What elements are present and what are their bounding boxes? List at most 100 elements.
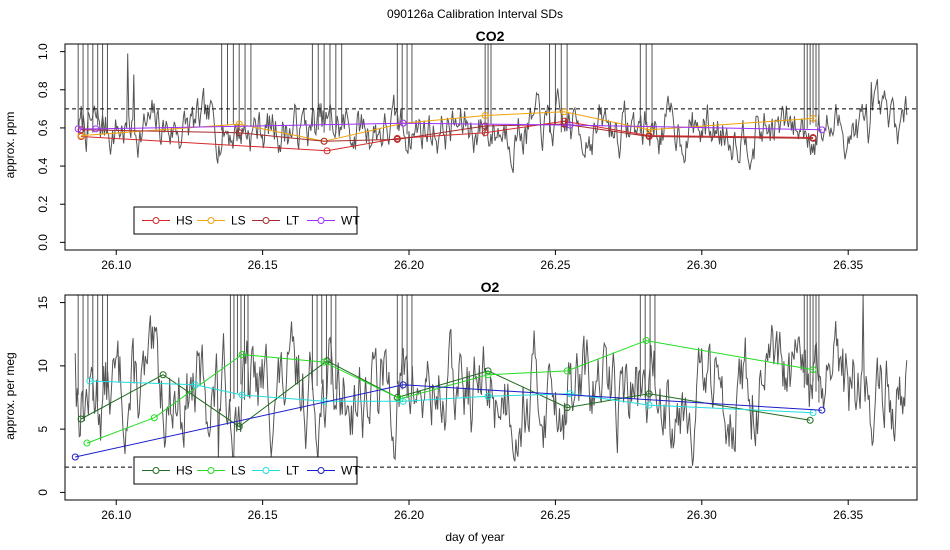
co2-y-tick-label: 0.2	[36, 196, 50, 213]
co2-x-tick-label: 26.35	[833, 258, 863, 272]
co2-legend-wt-label: WT	[341, 214, 360, 228]
o2-ls-point	[83, 439, 91, 447]
o2-plot-area	[65, 295, 917, 468]
co2-wt-point	[92, 125, 100, 133]
o2-measurement-trace	[74, 295, 908, 466]
o2-ls-point	[150, 414, 158, 422]
co2-ls-point	[235, 120, 243, 128]
co2-wt-point	[399, 119, 407, 127]
o2-ls-point	[238, 350, 246, 358]
co2-hs-point	[323, 147, 331, 155]
co2-y-tick-label: 1.0	[36, 43, 50, 60]
co2-lt-point	[809, 134, 817, 142]
co2-lt-point	[645, 133, 653, 141]
o2-panel: O2 approx. per meg 26.10 26.15 26.20 26.25 2…	[3, 279, 918, 522]
o2-lt-point	[238, 391, 246, 399]
o2-hs-point	[235, 423, 243, 431]
co2-wt-point	[818, 126, 826, 134]
co2-wt-point	[74, 125, 82, 133]
o2-y-tick-label: 5	[36, 425, 50, 432]
o2-hs-point	[159, 371, 167, 379]
co2-x-tick-label: 26.20	[394, 258, 424, 272]
co2-legend-wt-marker	[317, 217, 325, 224]
o2-legend-hs-label: HS	[176, 464, 193, 478]
o2-ls-point	[642, 337, 650, 345]
o2-x-tick-label: 26.20	[394, 508, 424, 522]
o2-lt-point	[566, 390, 574, 398]
o2-wt-series-line	[75, 384, 822, 458]
o2-x-tick-label: 26.10	[101, 508, 131, 522]
o2-lt-point	[645, 401, 653, 409]
o2-y-tick-label: 0	[36, 489, 50, 496]
co2-panel-title: CO2	[476, 28, 505, 44]
co2-y-tick-label: 0.6	[36, 119, 50, 136]
co2-ls-point	[560, 108, 568, 116]
o2-ls-point	[809, 366, 817, 374]
o2-hs-point	[645, 390, 653, 398]
o2-panel-title: O2	[481, 279, 500, 295]
o2-legend-wt-marker	[317, 467, 325, 474]
co2-x-tick-label: 26.25	[540, 258, 570, 272]
o2-ls-point	[563, 367, 571, 375]
o2-wt-point	[818, 406, 826, 414]
o2-ls-point	[320, 358, 328, 366]
o2-legend-lt-marker	[262, 467, 270, 474]
o2-lt-point	[86, 377, 94, 385]
o2-legend-ls-label: LS	[231, 464, 246, 478]
o2-legend-lt-label: LT	[286, 464, 300, 478]
o2-legend-ls-marker	[207, 467, 215, 474]
co2-lt-point	[393, 135, 401, 143]
co2-legend-hs-marker	[152, 217, 160, 224]
co2-wt-series-line	[78, 122, 822, 131]
co2-x-tick-label: 26.15	[248, 258, 278, 272]
o2-ls-series-line	[86, 340, 814, 444]
o2-hs-point	[563, 404, 571, 412]
co2-lt-point	[320, 137, 328, 145]
co2-hs-series-line	[81, 120, 814, 152]
o2-x-tick-label: 26.15	[248, 508, 278, 522]
co2-lt-point	[77, 126, 85, 134]
co2-plot-frame	[64, 43, 918, 251]
co2-panel: CO2 approx. ppm 26.10 26.15 26.20 26.25 26.3…	[3, 28, 918, 272]
o2-y-tick-label: 10	[36, 359, 50, 373]
co2-legend-ls-label: LS	[231, 214, 246, 228]
o2-lt-point	[191, 381, 199, 389]
figure-title: 090126a Calibration Interval SDs	[387, 7, 563, 21]
co2-y-axis-label: approx. ppm	[3, 112, 17, 179]
co2-wt-point	[566, 121, 574, 129]
co2-plot-area	[65, 44, 917, 174]
co2-hs-point	[481, 129, 489, 137]
o2-lt-point	[484, 392, 492, 400]
o2-wt-point	[71, 453, 79, 461]
o2-ls-point	[484, 371, 492, 379]
co2-legend-hs-label: HS	[176, 214, 193, 228]
o2-x-tick-label: 26.35	[833, 508, 863, 522]
co2-legend-ls-marker	[207, 217, 215, 224]
co2-y-tick-label: 0.0	[36, 234, 50, 251]
o2-plot-frame	[64, 294, 918, 501]
co2-y-tick-label: 0.8	[36, 81, 50, 98]
o2-hs-point	[484, 367, 492, 375]
o2-x-tick-label: 26.25	[540, 508, 570, 522]
o2-y-axis-label: approx. per meg	[3, 352, 17, 439]
co2-measurement-trace	[77, 53, 908, 174]
co2-legend-lt-label: LT	[286, 214, 300, 228]
o2-hs-point	[77, 415, 85, 423]
o2-wt-point	[399, 381, 407, 389]
co2-lt-point	[235, 129, 243, 137]
co2-lt-point	[481, 122, 489, 130]
o2-lt-series-line	[89, 380, 814, 414]
co2-y-tick-label: 0.4	[36, 157, 50, 174]
x-axis-label: day of year	[445, 530, 504, 544]
co2-x-tick-label: 26.10	[101, 258, 131, 272]
o2-lt-point	[399, 397, 407, 405]
o2-legend-wt-label: WT	[341, 464, 360, 478]
o2-legend-hs-marker	[152, 467, 160, 474]
co2-ls-point	[481, 112, 489, 120]
co2-x-tick-label: 26.30	[687, 258, 717, 272]
co2-lt-series-line	[81, 123, 814, 142]
o2-y-tick-label: 15	[36, 296, 50, 310]
co2-ls-point	[809, 114, 817, 122]
o2-hs-point	[806, 416, 814, 424]
